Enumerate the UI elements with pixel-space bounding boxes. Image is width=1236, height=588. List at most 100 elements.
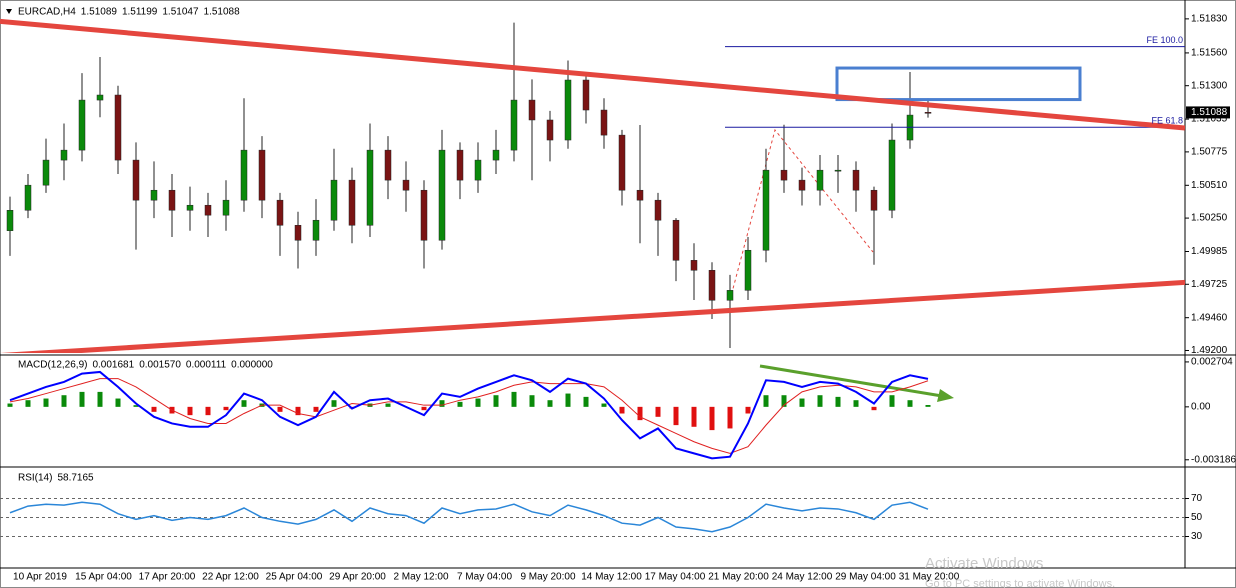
candle-body [78,99,86,151]
candle-body [384,149,392,181]
x-tick-label: 21 May 20:00 [708,572,769,583]
candle-body [672,219,680,261]
price-plot [0,18,1185,353]
trendline [0,18,1185,131]
y-tick-label: -0.003186 [1191,454,1236,465]
candle-body [42,159,50,186]
candle-body [420,189,428,241]
x-tick-label: 31 May 20:00 [899,572,960,583]
high-readout: 1.51199 [122,7,158,18]
indicator-readout: 0.000111 [186,360,227,371]
histogram-bar [439,400,445,407]
candle-body [150,189,158,201]
candle-body [330,179,338,221]
zone [835,66,1082,102]
y-tick-label: 70 [1191,493,1203,504]
x-tick-label: 9 May 20:00 [520,572,575,583]
candle-body [834,169,842,172]
divergence-arrow [759,364,943,398]
histogram-bar [493,395,499,407]
low-readout: 1.51047 [162,7,199,18]
histogram-bar [511,391,517,407]
candle-body [24,184,32,211]
x-tick-label: 14 May 12:00 [581,572,642,583]
x-tick-label: 29 Apr 20:00 [329,572,386,583]
open-readout: 1.51089 [81,7,118,18]
candle-body [276,199,284,226]
histogram-bar [79,391,85,407]
candle-body [762,169,770,251]
histogram-bar [475,398,481,407]
histogram-bar [331,400,337,407]
chart-title: EURCAD,H4 [18,7,76,18]
y-tick-label: 1.49460 [1191,312,1228,323]
y-tick-label: 1.49985 [1191,246,1228,257]
x-tick-label: 2 May 12:00 [393,572,448,583]
candle-body [474,159,482,181]
histogram-bar [187,406,193,416]
indicator-readout: 0.000000 [231,360,273,371]
histogram-bar [763,395,769,407]
x-tick-label: 22 Apr 12:00 [202,572,259,583]
indicator-title: RSI(14) [18,473,52,484]
histogram-bar [871,406,877,411]
histogram-bar [835,396,841,407]
histogram-bar [781,395,787,407]
histogram-bar [313,406,319,412]
histogram-bar [115,398,121,407]
signal-line [9,378,929,454]
x-tick-label: 24 May 12:00 [772,572,833,583]
close-readout: 1.51088 [204,7,241,18]
y-tick-label: 1.50510 [1191,180,1228,191]
histogram-bar [385,403,391,407]
zigzag [729,128,874,301]
histogram-bar [547,400,553,407]
candle-body [240,149,248,201]
histogram-bar [619,406,625,414]
candle-body [726,290,734,301]
candle-body [690,260,698,271]
candle-body [96,94,104,101]
histogram-bar [601,403,607,407]
y-tick-label: 50 [1191,512,1203,523]
y-tick-label: 1.51300 [1191,80,1228,91]
candle-body [348,179,356,226]
histogram-bar [745,406,751,414]
y-tick-label: 1.50250 [1191,213,1228,224]
candle-body [132,159,140,201]
candle-body [618,134,626,191]
histogram-bar [7,403,13,407]
arrow-head [937,389,954,402]
x-tick-label: 25 Apr 04:00 [266,572,323,583]
histogram-bar [709,406,715,431]
indicator-readout: 58.7165 [57,473,94,484]
histogram-bar [457,401,463,407]
candle-body [168,189,176,211]
fib-label: FE 100.0 [1146,35,1183,45]
candle-body [654,199,662,221]
histogram-bar [727,406,733,429]
indicator-readout: 0.001570 [139,360,181,371]
candle-body [816,169,824,191]
candle-body [600,109,608,136]
y-tick-label: 0.002704 [1191,357,1233,368]
y-tick-label: 1.49725 [1191,279,1228,290]
indicator-readout: 0.001681 [92,360,134,371]
histogram-bar [655,406,661,417]
histogram-bar [223,406,229,411]
candle-body [438,149,446,241]
histogram-bar [925,405,931,407]
histogram-bar [529,395,535,407]
histogram-bar [853,400,859,407]
x-tick-label: 10 Apr 2019 [13,572,67,583]
y-tick-label: 1.49200 [1191,345,1228,356]
candle-body [222,199,230,216]
x-tick-label: 7 May 04:00 [457,572,512,583]
candle-body [528,99,536,121]
y-tick-label: 1.51560 [1191,48,1228,59]
histogram-bar [205,406,211,416]
histogram-bar [295,406,301,416]
x-tick-label: 17 Apr 20:00 [139,572,196,583]
menu-arrow[interactable] [6,9,12,14]
